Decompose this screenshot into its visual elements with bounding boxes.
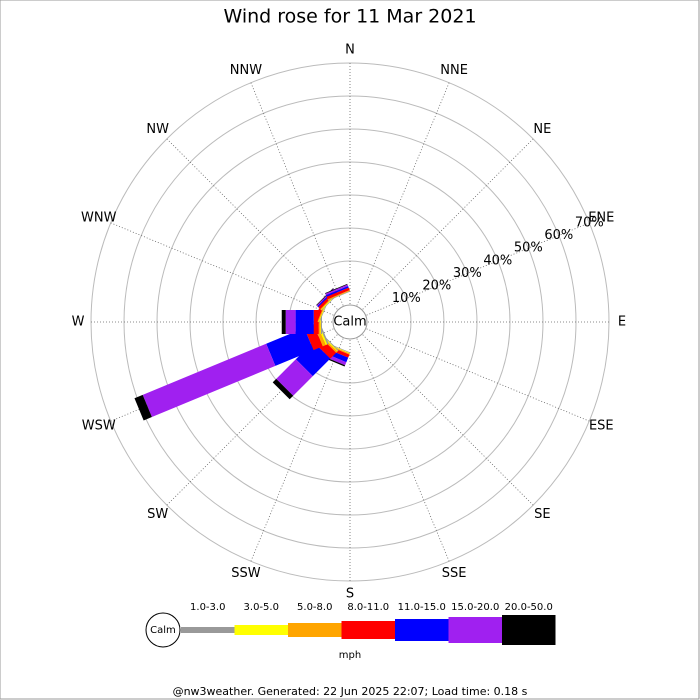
legend-label: 8.0-11.0 bbox=[347, 602, 389, 613]
chart-title: Wind rose for 11 Mar 2021 bbox=[223, 6, 476, 28]
legend-swatch bbox=[448, 617, 502, 643]
bar-segment bbox=[266, 327, 314, 366]
legend-label: 3.0-5.0 bbox=[244, 602, 279, 613]
legend-calm-label: Calm bbox=[150, 625, 176, 636]
spoke bbox=[166, 138, 338, 310]
bar-segment bbox=[326, 287, 350, 300]
direction-label: NNE bbox=[440, 63, 468, 78]
footer: @nw3weather. Generated: 22 Jun 2025 22:0… bbox=[173, 685, 528, 698]
direction-label: SE bbox=[534, 507, 550, 522]
spoke bbox=[362, 138, 534, 310]
legend-label: 1.0-3.0 bbox=[190, 602, 225, 613]
legend-unit: mph bbox=[339, 650, 361, 661]
direction-label: ESE bbox=[589, 419, 614, 434]
spoke bbox=[356, 82, 450, 306]
bar-segment bbox=[276, 359, 313, 396]
r-tick-label: 40% bbox=[483, 253, 512, 268]
legend-label: 20.0-50.0 bbox=[505, 602, 553, 613]
bar-segment bbox=[142, 343, 276, 418]
bar-segment bbox=[281, 310, 286, 334]
legend-label: 15.0-20.0 bbox=[451, 602, 499, 613]
r-tick-label: 50% bbox=[514, 241, 543, 256]
direction-label: S bbox=[346, 587, 354, 602]
spoke bbox=[362, 334, 534, 506]
bar-segment bbox=[295, 341, 331, 377]
direction-label: NE bbox=[533, 122, 551, 137]
bar-segment bbox=[325, 286, 349, 297]
bar-segment bbox=[325, 284, 349, 296]
spoke bbox=[356, 338, 450, 562]
spoke bbox=[110, 222, 334, 316]
legend-swatch bbox=[395, 619, 449, 641]
spoke bbox=[366, 328, 590, 422]
direction-label: ENE bbox=[588, 210, 614, 225]
bar-segment bbox=[327, 290, 351, 301]
legend-label: 5.0-8.0 bbox=[297, 602, 332, 613]
bar-segment bbox=[272, 378, 294, 400]
direction-label: WNW bbox=[81, 210, 117, 225]
calm-label: Calm bbox=[333, 315, 366, 330]
direction-label: E bbox=[618, 315, 626, 330]
bar-segment bbox=[327, 290, 351, 301]
direction-label: SW bbox=[147, 507, 168, 522]
bar-segment bbox=[295, 310, 314, 334]
bar-segment bbox=[285, 310, 296, 334]
legend-swatch bbox=[341, 621, 395, 639]
calm-circle bbox=[332, 304, 368, 340]
legend-label: 11.0-15.0 bbox=[398, 602, 446, 613]
spoke bbox=[250, 338, 344, 562]
r-tick-label: 10% bbox=[392, 291, 421, 306]
r-tick-label: 70% bbox=[575, 215, 604, 230]
direction-label: SSW bbox=[231, 566, 261, 581]
legend-swatch bbox=[502, 615, 556, 645]
spoke bbox=[166, 334, 338, 506]
spoke bbox=[250, 82, 344, 306]
direction-label: SSE bbox=[442, 566, 467, 581]
legend-swatch bbox=[234, 625, 288, 635]
r-tick-label: 20% bbox=[422, 279, 451, 294]
legend-swatch bbox=[288, 623, 342, 637]
direction-label: NW bbox=[146, 122, 169, 137]
legend-swatch bbox=[181, 627, 235, 633]
bar-segment bbox=[134, 394, 152, 421]
bar-segment bbox=[325, 283, 348, 294]
direction-label: N bbox=[345, 43, 355, 58]
legend-calm bbox=[145, 612, 181, 648]
direction-label: NNW bbox=[230, 63, 262, 78]
r-tick-label: 30% bbox=[453, 266, 482, 281]
direction-label: WSW bbox=[82, 419, 116, 434]
spoke bbox=[366, 222, 590, 316]
direction-label: W bbox=[72, 315, 85, 330]
r-tick-label: 60% bbox=[544, 228, 573, 243]
